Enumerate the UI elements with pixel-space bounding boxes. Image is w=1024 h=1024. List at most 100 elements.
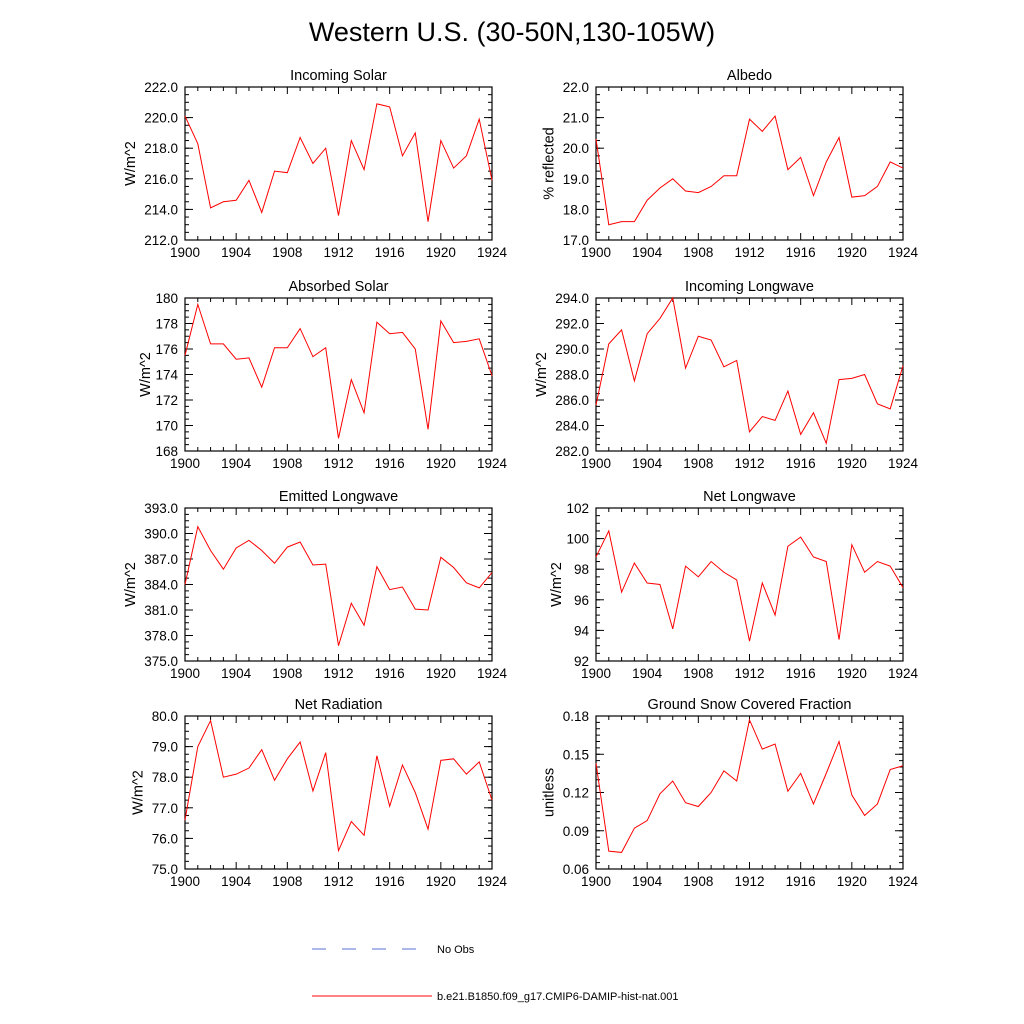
y-tick-label: 174	[155, 368, 178, 383]
y-tick-label: 170	[155, 419, 178, 434]
panel-net-radiation: Net Radiation 1900 1904 1908 1912 1916 1920 192…	[131, 697, 508, 889]
y-tick-label: 168	[155, 444, 178, 459]
y-axis-label: unitless	[542, 768, 558, 817]
x-tick-label: 1900	[170, 245, 200, 260]
panel-title: Albedo	[727, 68, 772, 84]
panel-grid: Incoming Solar 1900 1904 1908 1912 1916 1920 19…	[123, 68, 919, 889]
x-tick-label: 1912	[734, 245, 764, 260]
x-tick-label: 1900	[170, 874, 200, 889]
panel-incoming-longwave: Incoming Longwave 1900 1904 1908 1912 1916 192…	[534, 279, 919, 471]
x-tick-label: 1908	[683, 666, 713, 681]
x-tick-label: 1916	[786, 874, 816, 889]
x-tick-label: 1912	[323, 666, 353, 681]
y-tick-label: 0.18	[563, 709, 589, 724]
y-tick-label: 294.0	[555, 291, 589, 306]
y-axis-label: W/m^2	[534, 352, 550, 397]
x-tick-label: 1916	[786, 456, 816, 471]
y-tick-label: 384.0	[144, 578, 178, 593]
y-tick-label: 284.0	[555, 419, 589, 434]
x-tick-label: 1912	[323, 245, 353, 260]
x-tick-label: 1920	[837, 666, 867, 681]
y-tick-label: 80.0	[152, 709, 178, 724]
y-tick-label: 214.0	[144, 202, 178, 217]
y-tick-label: 212.0	[144, 233, 178, 248]
panel-title: Ground Snow Covered Fraction	[648, 697, 852, 713]
x-tick-label: 1924	[888, 666, 919, 681]
y-tick-label: 98	[574, 562, 589, 577]
y-tick-label: 381.0	[144, 603, 178, 618]
x-tick-label: 1908	[272, 874, 302, 889]
y-tick-label: 0.15	[563, 747, 589, 762]
x-tick-label: 1916	[375, 874, 405, 889]
series-line-0	[184, 525, 493, 646]
y-tick-label: 102	[566, 501, 589, 516]
series-line-0	[595, 296, 904, 446]
y-axis-label: W/m^2	[131, 770, 147, 815]
y-tick-label: 0.06	[563, 862, 589, 877]
legend-label: No Obs	[437, 944, 475, 956]
x-tick-label: 1900	[170, 456, 200, 471]
y-tick-label: 18.0	[563, 202, 589, 217]
series-line-0	[595, 529, 904, 642]
panel-albedo: Albedo 1900 1904 1908 1912 1916 1920 1924 17.0 18…	[542, 68, 919, 260]
legend-item-1: b.e21.B1850.f09_g17.CMIP6-DAMIP-hist-nat…	[312, 991, 679, 1003]
y-tick-label: 92	[574, 654, 589, 669]
x-tick-label: 1900	[581, 245, 611, 260]
x-tick-label: 1912	[734, 666, 764, 681]
y-tick-label: 96	[574, 593, 589, 608]
y-tick-label: 288.0	[555, 368, 589, 383]
x-tick-label: 1900	[170, 666, 200, 681]
x-tick-label: 1904	[632, 666, 663, 681]
x-tick-label: 1904	[221, 456, 252, 471]
y-tick-label: 94	[574, 623, 590, 638]
x-tick-label: 1908	[272, 456, 302, 471]
y-axis-label: W/m^2	[549, 562, 565, 607]
y-tick-label: 19.0	[563, 172, 589, 187]
x-tick-label: 1916	[375, 456, 405, 471]
x-tick-label: 1904	[221, 245, 252, 260]
x-tick-label: 1912	[323, 874, 353, 889]
y-tick-label: 180	[155, 291, 178, 306]
x-tick-label: 1920	[837, 456, 867, 471]
x-tick-label: 1900	[581, 874, 611, 889]
y-tick-label: 220.0	[144, 111, 178, 126]
y-tick-label: 178	[155, 317, 178, 332]
panel-emitted-longwave: Emitted Longwave 1900 1904 1908 1912 1916 1920…	[123, 489, 508, 681]
y-tick-label: 17.0	[563, 233, 589, 248]
y-tick-label: 218.0	[144, 141, 178, 156]
x-tick-label: 1924	[477, 456, 508, 471]
x-tick-label: 1900	[581, 666, 611, 681]
y-tick-label: 78.0	[152, 770, 178, 785]
plot-frame	[184, 715, 493, 870]
legend: No Obs b.e21.B1850.f09_g17.CMIP6-DAMIP-hi…	[312, 944, 679, 1003]
plot-frame	[595, 507, 904, 662]
panel-net-longwave: Net Longwave 1900 1904 1908 1912 1916 1920 1924…	[549, 489, 918, 681]
y-axis-label: W/m^2	[123, 562, 139, 607]
y-tick-label: 222.0	[144, 80, 178, 95]
x-tick-label: 1908	[683, 456, 713, 471]
y-tick-label: 216.0	[144, 172, 178, 187]
y-tick-label: 21.0	[563, 111, 589, 126]
x-tick-label: 1908	[272, 245, 302, 260]
y-tick-label: 390.0	[144, 527, 178, 542]
plot-frame	[595, 86, 904, 241]
series-line-0	[595, 718, 904, 853]
x-tick-label: 1924	[888, 456, 919, 471]
x-tick-label: 1924	[477, 666, 508, 681]
series-line-0	[595, 114, 904, 226]
panel-absorbed-solar: Absorbed Solar 1900 1904 1908 1912 1916 1920 19…	[138, 279, 507, 471]
x-tick-label: 1924	[888, 874, 919, 889]
x-tick-label: 1920	[837, 874, 867, 889]
panel-title: Absorbed Solar	[289, 279, 389, 295]
y-tick-label: 0.09	[563, 824, 589, 839]
y-tick-label: 100	[566, 532, 589, 547]
x-tick-label: 1904	[221, 874, 252, 889]
x-tick-label: 1904	[632, 456, 663, 471]
x-tick-label: 1924	[477, 874, 508, 889]
x-tick-label: 1924	[477, 245, 508, 260]
y-axis-label: % reflected	[542, 127, 558, 200]
y-tick-label: 378.0	[144, 629, 178, 644]
x-tick-label: 1904	[632, 874, 663, 889]
x-tick-label: 1920	[426, 245, 456, 260]
